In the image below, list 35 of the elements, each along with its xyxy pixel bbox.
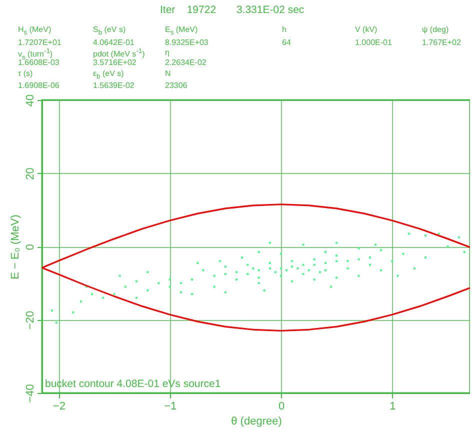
text: h [282, 25, 286, 34]
text: S$_{b}$ (eV s) [93, 25, 126, 37]
text: 2.2634E-02 [165, 58, 206, 67]
text: 1.7207E+01 [18, 38, 62, 47]
text: 64 [282, 38, 291, 47]
text: τ (s) [18, 69, 33, 78]
text: V (kV) [355, 25, 378, 34]
text: 1.5639E-02 [93, 81, 134, 90]
text: N [165, 69, 171, 78]
text: 3.5716E+02 [93, 58, 136, 67]
text: 8.9325E+03 [165, 38, 208, 47]
chart-title: Iter 19722 3.331E-02 sec [160, 4, 304, 16]
text: ε$_{b}$ (eV s) [93, 69, 124, 81]
text: 1.000E-01 [355, 38, 392, 47]
text: E$_{s}$ (MeV) [165, 25, 198, 37]
text: H$_{s}$ (MeV) [18, 25, 52, 37]
y-tick-label: 40 [24, 94, 36, 107]
text: 1.6608E-03 [18, 58, 60, 67]
text: 1.767E+02 [422, 38, 461, 47]
x-tick-label: −1 [164, 400, 177, 412]
text: ψ (deg) [422, 25, 449, 34]
text: pdot (MeV s$^{-1}$) [93, 48, 145, 59]
text: 1.6908E-06 [18, 81, 60, 90]
text: 23306 [165, 81, 188, 90]
x-tick-label: 1 [390, 400, 396, 412]
y-tick-label: −40 [24, 384, 36, 403]
y-axis-title: E − E₀ (MeV) [10, 214, 22, 280]
text: η [165, 48, 170, 57]
y-tick-label: 20 [24, 168, 36, 180]
text: 4.0642E-01 [93, 38, 134, 47]
x-axis-title: θ (degree) [231, 416, 282, 428]
y-tick-label: 0 [24, 244, 36, 250]
x-tick-label: 0 [278, 400, 285, 412]
y-tick-label: −20 [24, 310, 36, 330]
x-tick-label: −2 [52, 400, 66, 412]
